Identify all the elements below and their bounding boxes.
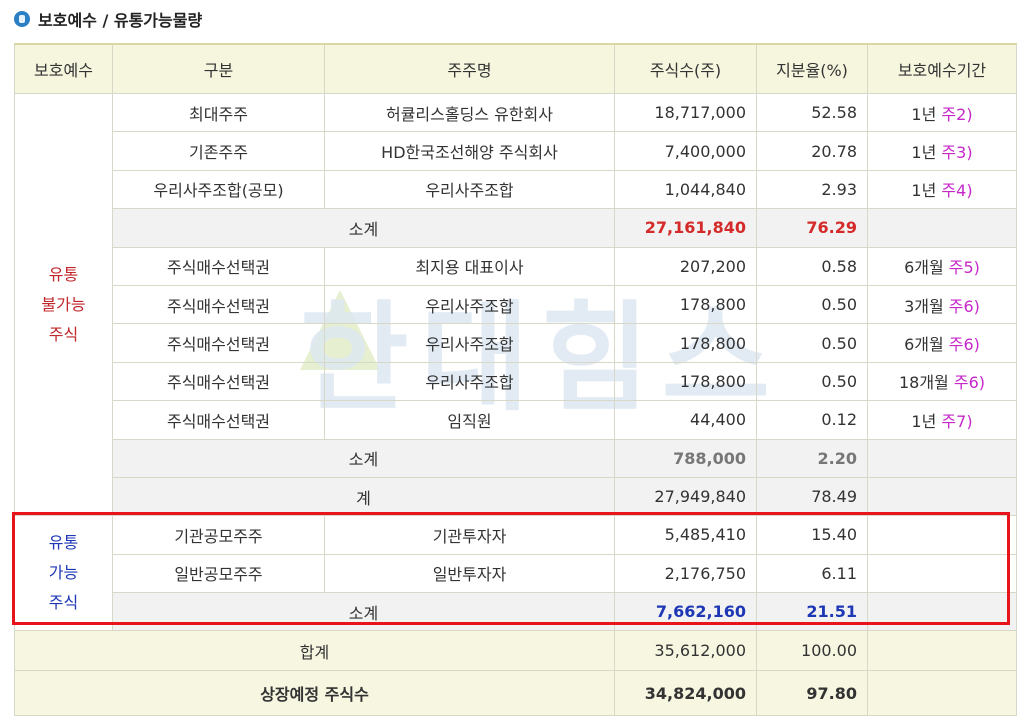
subtotal-row: 소계 7,662,160 21.51 xyxy=(15,592,1017,632)
listing-shares-row: 상장예정 주식수 34,824,000 97.80 xyxy=(14,670,1017,717)
table-row: 기존주주 HD한국조선해양 주식회사 7,400,000 20.78 1년 주3… xyxy=(15,131,1017,171)
period-cell: 1년 주4) xyxy=(867,169,1017,210)
period-cell: 3개월 주6) xyxy=(867,284,1017,325)
section-title: 보호예수 / 유통가능물량 xyxy=(14,6,202,32)
bullet-icon xyxy=(14,11,30,27)
footnote-link[interactable]: 주2) xyxy=(941,104,973,124)
title-text: 보호예수 / 유통가능물량 xyxy=(38,11,203,30)
restricted-total-row: 계 27,949,840 78.49 xyxy=(15,476,1017,517)
table-row: 주식매수선택권 최지용 대표이사 207,200 0.58 6개월 주5) xyxy=(15,246,1017,286)
footnote-link[interactable]: 주7) xyxy=(941,411,973,431)
header-category: 구분 xyxy=(112,43,325,94)
subtotal-row: 소계 27,161,840 76.29 xyxy=(15,208,1017,248)
table-row: 유통 불가능 주식 최대주주 허큘리스홀딩스 유한회사 18,717,000 5… xyxy=(14,92,1017,517)
grand-total-row: 합계 35,612,000 100.00 xyxy=(14,630,1017,672)
group-label-tradable: 유통 가능 주식 xyxy=(14,515,113,632)
footnote-link[interactable]: 주5) xyxy=(948,258,980,278)
table-row: 일반공모주주 일반투자자 2,176,750 6.11 xyxy=(15,553,1017,594)
footnote-link[interactable]: 주6) xyxy=(948,296,980,316)
table-row: 우리사주조합(공모) 우리사주조합 1,044,840 2.93 1년 주4) xyxy=(15,169,1017,210)
table-row: 주식매수선택권 우리사주조합 178,800 0.50 18개월 주6) xyxy=(15,361,1017,402)
period-cell: 1년 주2) xyxy=(867,92,1017,133)
table-row: 주식매수선택권 우리사주조합 178,800 0.50 6개월 주6) xyxy=(15,323,1017,363)
period-cell: 1년 주7) xyxy=(867,400,1017,440)
subtotal-row: 소계 788,000 2.20 xyxy=(15,438,1017,478)
footnote-link[interactable]: 주4) xyxy=(941,181,973,201)
table-row: 유통 가능 주식 기관공모주주 기관투자자 5,485,410 15.40 xyxy=(14,515,1017,632)
footnote-link[interactable]: 주3) xyxy=(941,143,973,163)
header-shares: 주식수(주) xyxy=(614,43,757,94)
header-ratio: 지분율(%) xyxy=(756,43,868,94)
header-shareholder: 주주명 xyxy=(324,43,615,94)
period-cell: 6개월 주6) xyxy=(867,323,1017,363)
footnote-link[interactable]: 주6) xyxy=(953,373,986,393)
period-cell: 6개월 주5) xyxy=(867,246,1017,286)
header-lockup: 보호예수 xyxy=(14,43,113,94)
table-row: 주식매수선택권 우리사주조합 178,800 0.50 3개월 주6) xyxy=(15,284,1017,325)
header-row: 보호예수 구분 주주명 주식수(주) 지분율(%) 보호예수기간 xyxy=(14,43,1017,94)
header-period: 보호예수기간 xyxy=(867,43,1017,94)
footnote-link[interactable]: 주6) xyxy=(948,335,980,355)
table-row: 주식매수선택권 임직원 44,400 0.12 1년 주7) xyxy=(15,400,1017,440)
lockup-table: 보호예수 구분 주주명 주식수(주) 지분율(%) 보호예수기간 유통 불가능 … xyxy=(14,43,1017,717)
group-label-restricted: 유통 불가능 주식 xyxy=(14,92,113,517)
period-cell: 1년 주3) xyxy=(867,131,1017,171)
period-cell: 18개월 주6) xyxy=(867,361,1017,402)
